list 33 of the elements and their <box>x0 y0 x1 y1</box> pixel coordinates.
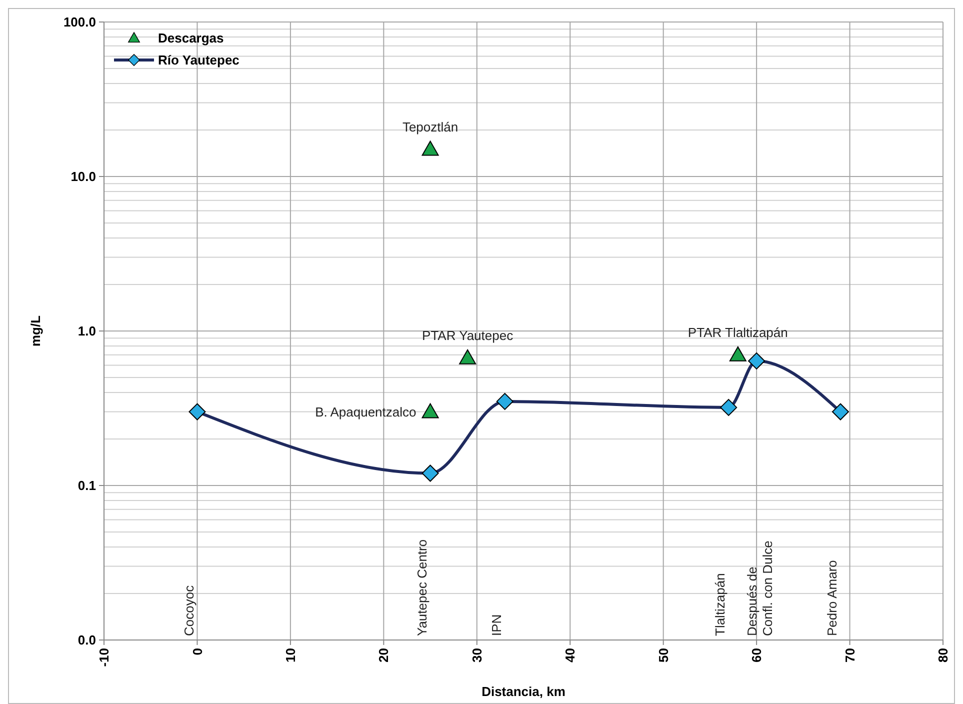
x-tick-label: 30 <box>469 648 484 662</box>
annotation: Cocoyoc <box>181 584 196 636</box>
annotation: Pedro Amaro <box>824 560 840 636</box>
x-tick-label: 40 <box>562 648 578 662</box>
annotation: B. Apaquentzalco <box>315 404 416 420</box>
y-tick-label: 0.0 <box>78 632 96 648</box>
legend-label: Río Yautepec <box>158 52 240 68</box>
x-tick-label: 10 <box>282 648 298 662</box>
y-axis-title: mg/L <box>28 315 43 347</box>
y-tick-label: 10.0 <box>70 169 96 184</box>
point <box>422 140 439 156</box>
annotation: PTAR Yautepec <box>422 328 514 343</box>
x-tick-label: 20 <box>376 648 392 662</box>
y-tick-label: 100.0 <box>63 14 96 30</box>
x-tick-label: 0 <box>190 648 205 656</box>
point <box>729 346 746 362</box>
annotation: PTAR Tlaltizapán <box>688 324 788 340</box>
annotation: Después de Confl. con Dulce <box>744 540 776 636</box>
annotation: Yautepec Centro <box>414 539 430 636</box>
annotation: Tlaltizapán <box>712 573 728 636</box>
x-tick-label: 70 <box>842 648 858 662</box>
x-tick-label: 60 <box>749 648 764 662</box>
x-tick-label: 50 <box>656 648 671 662</box>
point <box>459 349 476 364</box>
point <box>422 403 439 418</box>
y-tick-label: 0.1 <box>78 478 96 494</box>
legend-label: Descargas <box>158 30 224 46</box>
x-axis-title: Distancia, km <box>482 684 566 699</box>
x-tick-label: -10 <box>96 648 112 667</box>
x-tick-label: 80 <box>936 648 951 662</box>
annotation: Tepoztlán <box>402 119 458 134</box>
y-tick-label: 1.0 <box>78 324 96 339</box>
annotation: IPN <box>488 614 504 636</box>
